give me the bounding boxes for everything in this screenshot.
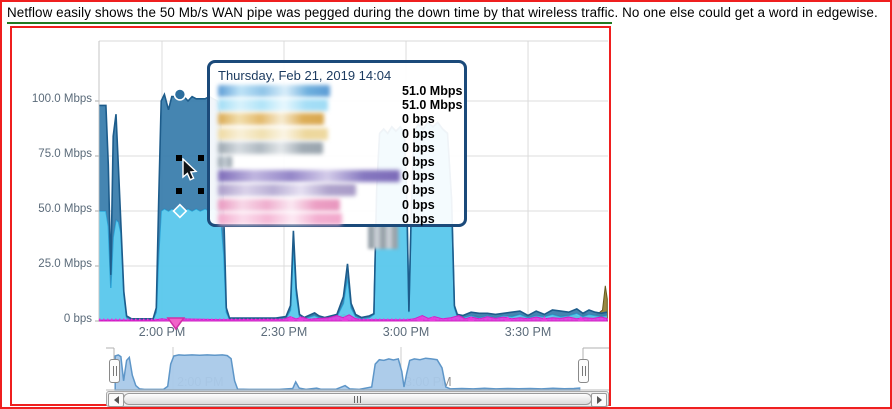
y-axis-label: 100.0 Mbps [32, 93, 92, 105]
tooltip-value: 51.0 Mbps [402, 98, 463, 113]
series-cyan-area [99, 123, 607, 321]
horizontal-scrollbar[interactable] [106, 391, 609, 407]
hover-point-diamond [172, 203, 188, 219]
redacted-series-label [218, 85, 330, 98]
selection-square-bottom-left [176, 188, 182, 194]
redacted-series-label [218, 156, 232, 169]
tooltip-value: 0 bps [402, 140, 435, 155]
redacted-series-label [218, 141, 323, 154]
redacted-series-label [218, 198, 340, 211]
main-chart: 100.0 Mbps 75.0 Mbps 50.0 Mbps 25.0 Mbps 0 b… [32, 40, 608, 339]
caption-text: Netflow easily shows the 50 Mb/s WAN pip… [7, 5, 878, 20]
tooltip-value: 0 bps [402, 112, 435, 127]
series-blue-area [99, 94, 607, 320]
small-magenta-marker [541, 316, 548, 321]
redacted-series-label [218, 99, 328, 112]
redacted-series-label [218, 170, 400, 183]
overview-chart: 2:00 PM3:00 PM [106, 347, 609, 391]
redacted-series-label [218, 184, 356, 197]
y-axis-label: 75.0 Mbps [38, 148, 92, 160]
redacted-series-label [218, 212, 342, 225]
small-magenta-marker [468, 316, 475, 321]
tooltip-value: 0 bps [402, 183, 435, 198]
green-divider [7, 22, 612, 24]
y-axis-label: 25.0 Mbps [38, 258, 92, 270]
tooltip-row: 51.0 Mbps [218, 84, 462, 98]
tooltip-value: 0 bps [402, 169, 435, 184]
small-magenta-marker [429, 316, 436, 321]
small-magenta-marker [297, 316, 304, 321]
selection-square-bottom-right [198, 188, 204, 194]
selection-square-top-right [198, 155, 204, 161]
x-axis-label: 2:30 PM [261, 325, 308, 339]
y-axis-label: 0 bps [64, 313, 92, 325]
small-magenta-marker [417, 316, 424, 321]
small-magenta-marker [577, 316, 584, 321]
y-axis-label: 50.0 Mbps [38, 203, 92, 215]
overview-area [114, 354, 581, 391]
pixelated-redaction-artifact [368, 225, 398, 249]
redacted-series-label [218, 113, 324, 126]
x-axis-label: 3:00 PM [383, 325, 430, 339]
tooltip-row: 0 bps [218, 141, 456, 155]
hover-point-circle [173, 88, 187, 101]
tooltip-row: 0 bps [218, 127, 456, 141]
small-magenta-marker [504, 316, 511, 321]
tooltip-row: 0 bps [218, 183, 456, 197]
chart-tooltip: Thursday, Feb 21, 2019 14:04 51.0 Mbps 51… [207, 60, 467, 227]
x-axis-label: 2:00 PM [139, 325, 186, 339]
tooltip-rows: 51.0 Mbps 51.0 Mbps 0 bps 0 bps 0 bps 0 bps 0 … [218, 84, 462, 226]
tooltip-value: 0 bps [402, 211, 435, 226]
tooltip-row: 0 bps [218, 198, 456, 212]
x-axis-label: 3:30 PM [505, 325, 552, 339]
series-blue-line [99, 92, 608, 320]
left-arrow-icon [113, 396, 119, 404]
right-arrow-icon [596, 396, 602, 404]
tooltip-row: 0 bps [218, 155, 456, 169]
charts-canvas[interactable]: 100.0 Mbps 75.0 Mbps 50.0 Mbps 25.0 Mbps 0 b… [12, 28, 609, 404]
redacted-series-label [218, 127, 328, 140]
small-magenta-marker [342, 316, 349, 321]
tooltip-row: 51.0 Mbps [218, 98, 462, 112]
tooltip-timestamp: Thursday, Feb 21, 2019 14:04 [218, 68, 392, 83]
tooltip-row: 0 bps [218, 112, 456, 126]
overview-left-handle[interactable] [109, 359, 120, 383]
overview-right-handle[interactable] [578, 359, 589, 383]
selection-square-top-left [176, 155, 182, 161]
tooltip-row: 0 bps [218, 212, 456, 226]
scrollbar-right-arrow[interactable] [591, 393, 607, 407]
scrollbar-left-arrow[interactable] [108, 393, 124, 407]
magenta-triangle-marker [166, 317, 186, 331]
mouse-cursor-icon [182, 158, 198, 181]
tooltip-value: 0 bps [402, 197, 435, 212]
netflow-chart-panel: 100.0 Mbps 75.0 Mbps 50.0 Mbps 25.0 Mbps 0 b… [10, 26, 611, 407]
small-magenta-marker [288, 316, 295, 321]
scrollbar-thumb[interactable] [123, 393, 592, 405]
tooltip-row: 0 bps [218, 169, 456, 183]
tooltip-value: 0 bps [402, 126, 435, 141]
tooltip-value: 0 bps [402, 154, 435, 169]
tooltip-value: 51.0 Mbps [402, 84, 463, 98]
